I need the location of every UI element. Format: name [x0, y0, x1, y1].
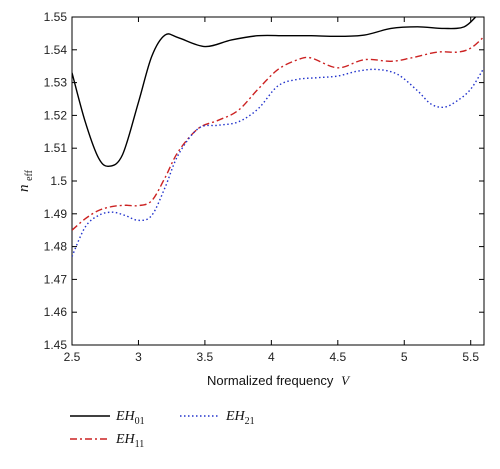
legend: EH01 EH11 EH21 [70, 409, 255, 450]
x-axis-title: Normalized frequency V [207, 373, 351, 388]
axis-ticks: 2.5 3 3.5 4 4.5 5 5.5 1.45 1.46 1.47 1.48 1.49 1.5 1.… [44, 10, 484, 364]
x-tick-label-3: 4 [268, 350, 275, 364]
legend-label-eh01: EH01 [115, 409, 145, 427]
legend-label-eh11: EH11 [115, 432, 144, 450]
series-line-eh21 [72, 67, 484, 257]
y-tick-label-7: 1.52 [44, 108, 68, 122]
x-tick-label-0: 2.5 [64, 350, 81, 364]
y-tick-label-6: 1.51 [44, 141, 68, 155]
y-tick-label-8: 1.53 [44, 76, 68, 90]
x-tick-label-1: 3 [135, 350, 142, 364]
legend-label-eh21: EH21 [225, 409, 255, 427]
y-tick-label-4: 1.49 [44, 207, 68, 221]
y-tick-label-3: 1.48 [44, 240, 68, 254]
plot-frame [71, 16, 485, 346]
y-tick-label-9: 1.54 [44, 43, 68, 57]
y-tick-label-10: 1.55 [44, 10, 68, 24]
x-axis-title-variable: V [341, 373, 351, 388]
series-line-eh01 [72, 17, 477, 168]
x-tick-label-5: 5 [401, 350, 408, 364]
y-tick-label-2: 1.47 [44, 272, 68, 286]
x-tick-label-4: 4.5 [329, 350, 346, 364]
x-tick-label-2: 3.5 [197, 350, 214, 364]
y-tick-label-5: 1.5 [50, 174, 67, 188]
y-axis-title-subscript: eff [24, 169, 35, 181]
series-layer [72, 17, 484, 257]
x-axis-title-text: Normalized frequency [207, 373, 334, 388]
y-tick-label-1: 1.46 [44, 305, 68, 319]
y-tick-label-0: 1.45 [44, 338, 68, 352]
plot-area: 2.5 3 3.5 4 4.5 5 5.5 1.45 1.46 1.47 1.48 1.49 1.5 1.… [44, 10, 485, 364]
y-axis-title-symbol: n [16, 185, 32, 193]
series-line-eh11 [72, 36, 484, 231]
x-tick-label-6: 5.5 [462, 350, 479, 364]
y-axis-title: n eff [16, 169, 35, 192]
